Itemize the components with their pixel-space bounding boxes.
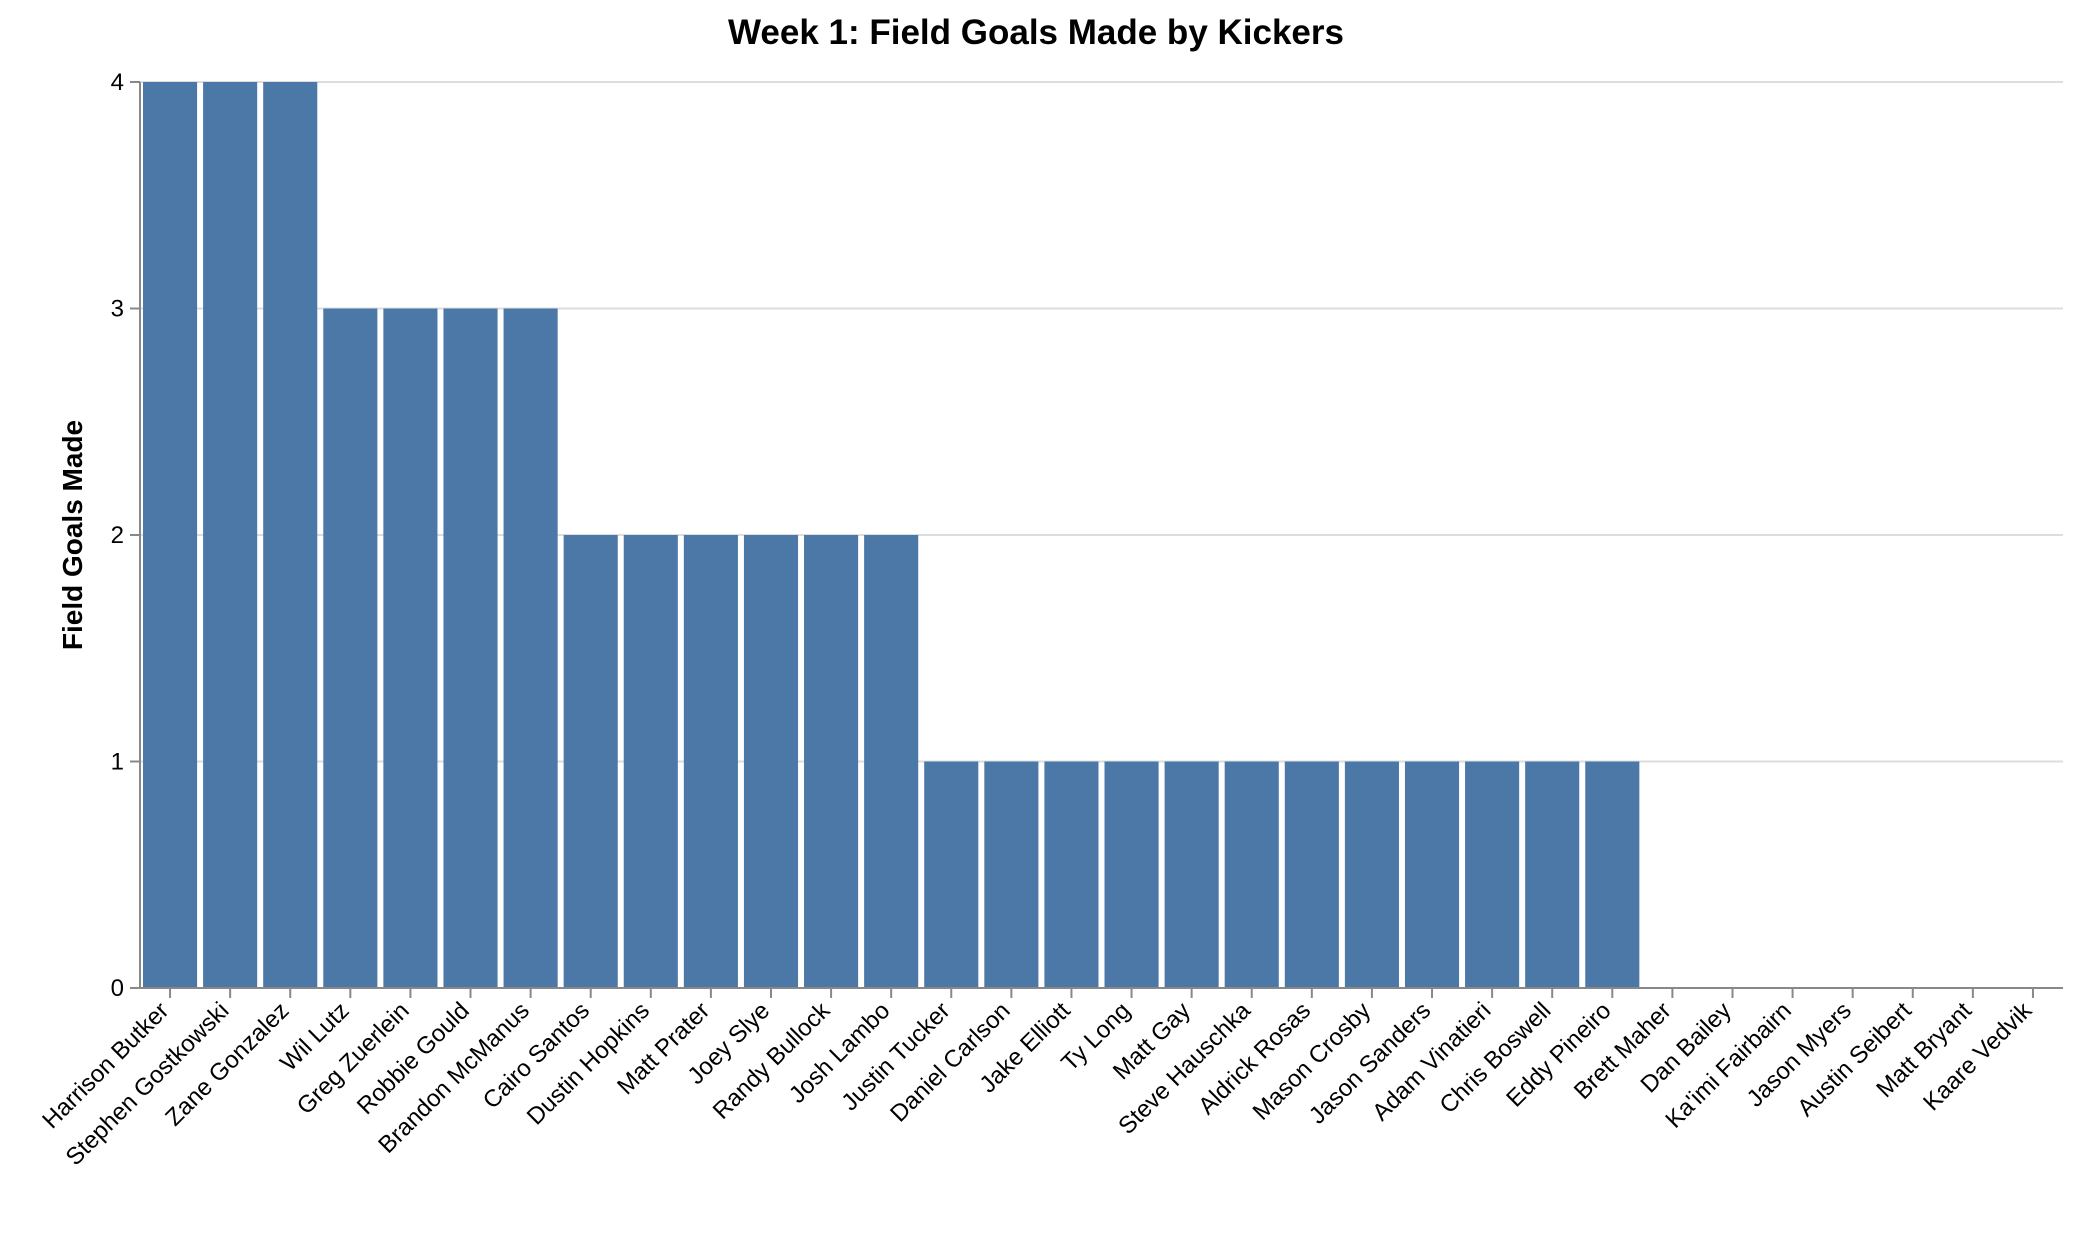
bar: [1404, 761, 1460, 988]
bar: [1465, 761, 1520, 988]
bars: [143, 82, 1640, 988]
bar: [1525, 761, 1580, 988]
bar: [323, 308, 378, 988]
bar: [1284, 761, 1339, 988]
bar: [1104, 761, 1159, 988]
bar: [804, 535, 859, 988]
y-tick-label: 4: [111, 69, 124, 96]
y-tick-label: 1: [111, 749, 124, 776]
bar: [1044, 761, 1099, 988]
y-tick-labels: 0 1 2 3 4: [111, 69, 124, 1002]
bar: [864, 535, 919, 988]
bar: [443, 308, 498, 988]
bar: [1344, 761, 1399, 988]
bar: [1585, 761, 1640, 988]
y-tick-label: 0: [111, 975, 124, 1002]
bar: [683, 535, 738, 988]
bar: [984, 761, 1039, 988]
bar: [743, 535, 799, 988]
bar: [1164, 761, 1219, 988]
bar: [924, 761, 979, 988]
bar: [503, 308, 558, 988]
bar: [623, 535, 678, 988]
bar: [383, 308, 438, 988]
bar: [263, 82, 318, 988]
y-tick-label: 3: [111, 296, 124, 323]
bar: [203, 82, 258, 988]
bar: [143, 82, 198, 988]
bar: [563, 535, 618, 988]
y-tick-label: 2: [111, 522, 124, 549]
chart-title: Week 1: Field Goals Made by Kickers: [728, 13, 1344, 52]
bar: [1224, 761, 1279, 988]
y-axis-title: Field Goals Made: [57, 420, 88, 650]
axes: [130, 81, 2063, 998]
